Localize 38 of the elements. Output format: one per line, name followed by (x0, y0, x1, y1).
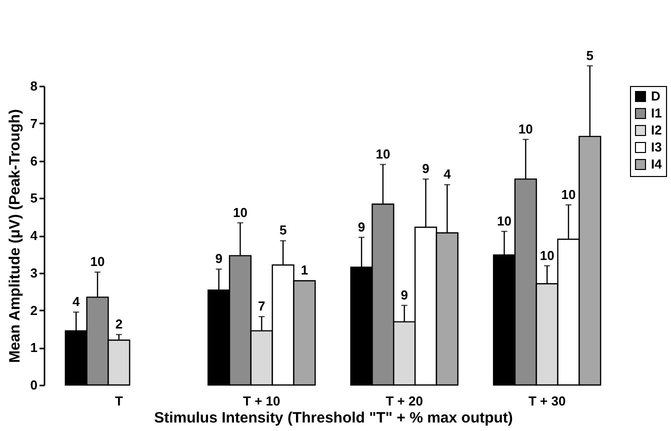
annotation: 4 (444, 166, 452, 182)
legend-label: I2 (651, 122, 662, 138)
y-tick-label: 7 (30, 116, 38, 131)
y-tick-label: 2 (30, 302, 38, 318)
text: 5 (586, 48, 594, 63)
annotation: 5 (279, 222, 287, 238)
x-tick-label: T + 10 (243, 394, 280, 408)
annotation: 10 (376, 146, 390, 162)
y-tick-label: 1 (30, 340, 38, 356)
y-tick-label: 3 (30, 265, 38, 280)
y-tick-label: 5 (30, 190, 38, 206)
y-tick-label: 8 (30, 78, 38, 94)
annotation: 9 (358, 219, 366, 234)
legend-label: I4 (651, 156, 663, 172)
annotation: 9 (215, 251, 222, 266)
annotation: 10 (561, 186, 576, 202)
annotation: 7 (258, 298, 266, 314)
y-tick-label: 6 (30, 153, 38, 168)
x-tick-label: T + 20 (386, 394, 423, 408)
y-tick-label: 0 (30, 378, 38, 392)
annotation: 1 (300, 262, 308, 278)
annotation: 10 (497, 213, 512, 228)
annotation: 9 (422, 161, 430, 176)
annotation: 10 (90, 254, 105, 270)
legend-label: D (651, 88, 660, 104)
annotation: 2 (115, 316, 123, 332)
annotation: 4 (72, 294, 80, 310)
y-tick-label: 4 (30, 228, 38, 243)
x-axis-title: Stimulus Intensity (Threshold "T" + % max output) (154, 410, 513, 426)
legend-label: I1 (651, 106, 662, 120)
x-tick-label: T (114, 394, 123, 408)
y-axis-title: Mean Amplitude (μV) (Peak-Trough) (6, 109, 24, 363)
legend-label: I3 (651, 140, 662, 154)
x-tick-label: T + 30 (528, 394, 566, 408)
annotation: 10 (233, 204, 248, 220)
annotation: 10 (518, 121, 533, 136)
annotation: 10 (540, 248, 554, 263)
annotation: 9 (400, 287, 408, 302)
